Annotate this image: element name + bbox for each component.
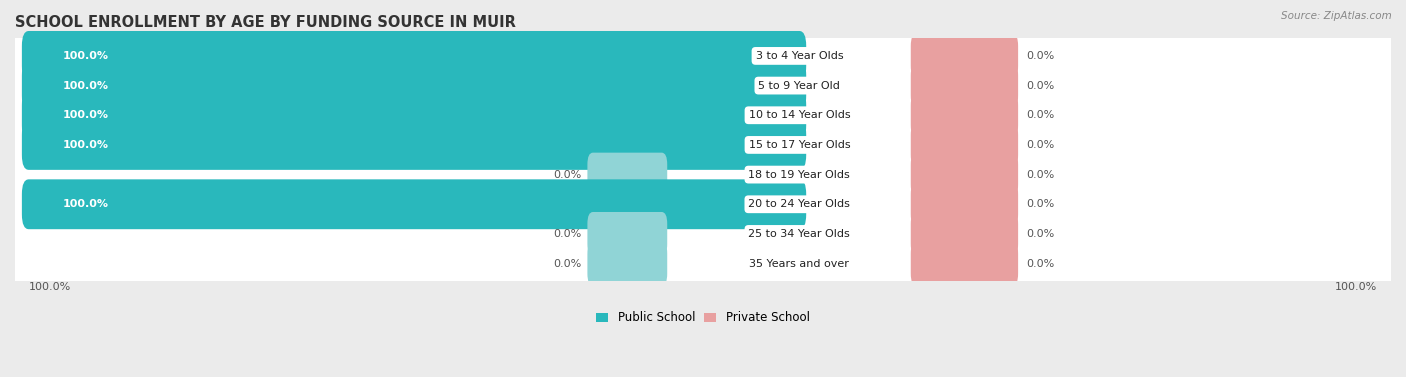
FancyBboxPatch shape	[911, 123, 1018, 167]
Text: SCHOOL ENROLLMENT BY AGE BY FUNDING SOURCE IN MUIR: SCHOOL ENROLLMENT BY AGE BY FUNDING SOUR…	[15, 15, 516, 30]
Text: 0.0%: 0.0%	[1026, 140, 1054, 150]
FancyBboxPatch shape	[588, 212, 668, 256]
Text: 10 to 14 Year Olds: 10 to 14 Year Olds	[748, 110, 851, 120]
FancyBboxPatch shape	[11, 138, 1395, 211]
Text: 100.0%: 100.0%	[63, 110, 110, 120]
Text: 18 to 19 Year Olds: 18 to 19 Year Olds	[748, 170, 851, 179]
FancyBboxPatch shape	[22, 31, 806, 81]
Text: 35 Years and over: 35 Years and over	[749, 259, 849, 269]
FancyBboxPatch shape	[11, 167, 1395, 241]
Text: 0.0%: 0.0%	[1026, 110, 1054, 120]
Text: 25 to 34 Year Olds: 25 to 34 Year Olds	[748, 229, 851, 239]
Text: 0.0%: 0.0%	[554, 229, 582, 239]
FancyBboxPatch shape	[11, 197, 1395, 271]
FancyBboxPatch shape	[11, 108, 1395, 182]
Legend: Public School, Private School: Public School, Private School	[592, 307, 814, 329]
FancyBboxPatch shape	[11, 49, 1395, 123]
Text: 0.0%: 0.0%	[1026, 229, 1054, 239]
Text: 0.0%: 0.0%	[554, 259, 582, 269]
Text: 0.0%: 0.0%	[1026, 199, 1054, 209]
FancyBboxPatch shape	[911, 212, 1018, 256]
FancyBboxPatch shape	[22, 90, 806, 140]
Text: 100.0%: 100.0%	[63, 81, 110, 90]
Text: 20 to 24 Year Olds: 20 to 24 Year Olds	[748, 199, 851, 209]
Text: 100.0%: 100.0%	[63, 199, 110, 209]
Text: 0.0%: 0.0%	[1026, 259, 1054, 269]
Text: 100.0%: 100.0%	[28, 282, 72, 292]
Text: 3 to 4 Year Olds: 3 to 4 Year Olds	[755, 51, 844, 61]
Text: 0.0%: 0.0%	[554, 170, 582, 179]
FancyBboxPatch shape	[11, 19, 1395, 93]
Text: 100.0%: 100.0%	[63, 140, 110, 150]
FancyBboxPatch shape	[22, 61, 806, 110]
FancyBboxPatch shape	[22, 120, 806, 170]
Text: 0.0%: 0.0%	[1026, 170, 1054, 179]
Text: 0.0%: 0.0%	[1026, 81, 1054, 90]
FancyBboxPatch shape	[911, 93, 1018, 137]
Text: 0.0%: 0.0%	[1026, 51, 1054, 61]
FancyBboxPatch shape	[911, 64, 1018, 107]
FancyBboxPatch shape	[588, 242, 668, 285]
FancyBboxPatch shape	[588, 153, 668, 196]
Text: 100.0%: 100.0%	[1334, 282, 1378, 292]
FancyBboxPatch shape	[11, 78, 1395, 152]
FancyBboxPatch shape	[911, 153, 1018, 196]
Text: Source: ZipAtlas.com: Source: ZipAtlas.com	[1281, 11, 1392, 21]
Text: 100.0%: 100.0%	[63, 51, 110, 61]
FancyBboxPatch shape	[11, 227, 1395, 300]
FancyBboxPatch shape	[911, 242, 1018, 285]
Text: 15 to 17 Year Olds: 15 to 17 Year Olds	[748, 140, 851, 150]
FancyBboxPatch shape	[911, 34, 1018, 78]
Text: 5 to 9 Year Old: 5 to 9 Year Old	[758, 81, 841, 90]
FancyBboxPatch shape	[22, 179, 806, 229]
FancyBboxPatch shape	[911, 182, 1018, 226]
